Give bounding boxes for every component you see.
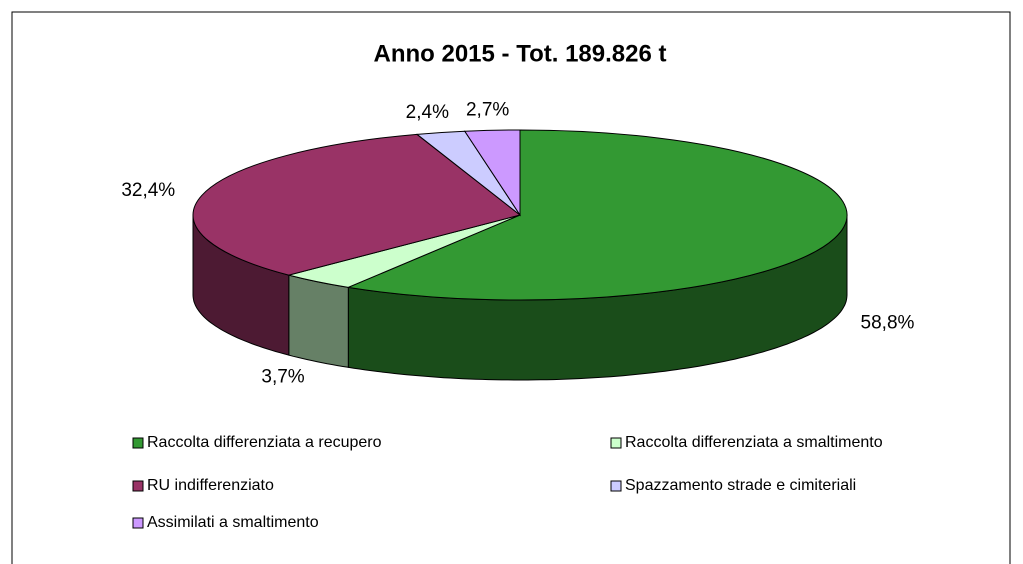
slice	[192, 133, 522, 276]
slice-side	[288, 274, 349, 368]
data-label: 32,4%	[121, 180, 175, 201]
legend-label: Spazzamento strade e cimiteriali	[625, 477, 856, 494]
slice	[463, 129, 521, 217]
data-label: 2,4%	[406, 102, 449, 123]
data-label: 2,7%	[466, 99, 509, 120]
legend-swatch	[610, 437, 622, 449]
legend-label: RU indifferenziato	[147, 477, 274, 494]
legend-label: Raccolta differenziata a smaltimento	[625, 434, 883, 451]
chart-title: Anno 2015 - Tot. 189.826 t	[374, 40, 667, 67]
legend-swatch	[132, 517, 144, 529]
data-label: 58,8%	[861, 313, 915, 334]
legend-label: Assimilati a smaltimento	[147, 514, 319, 531]
legend-swatch	[132, 480, 144, 492]
legend-swatch	[610, 480, 622, 492]
data-label: 3,7%	[261, 366, 304, 387]
slice	[346, 129, 848, 301]
legend-swatch	[132, 437, 144, 449]
legend-label: Raccolta differenziata a recupero	[147, 434, 382, 451]
chart-frame	[11, 11, 1011, 564]
